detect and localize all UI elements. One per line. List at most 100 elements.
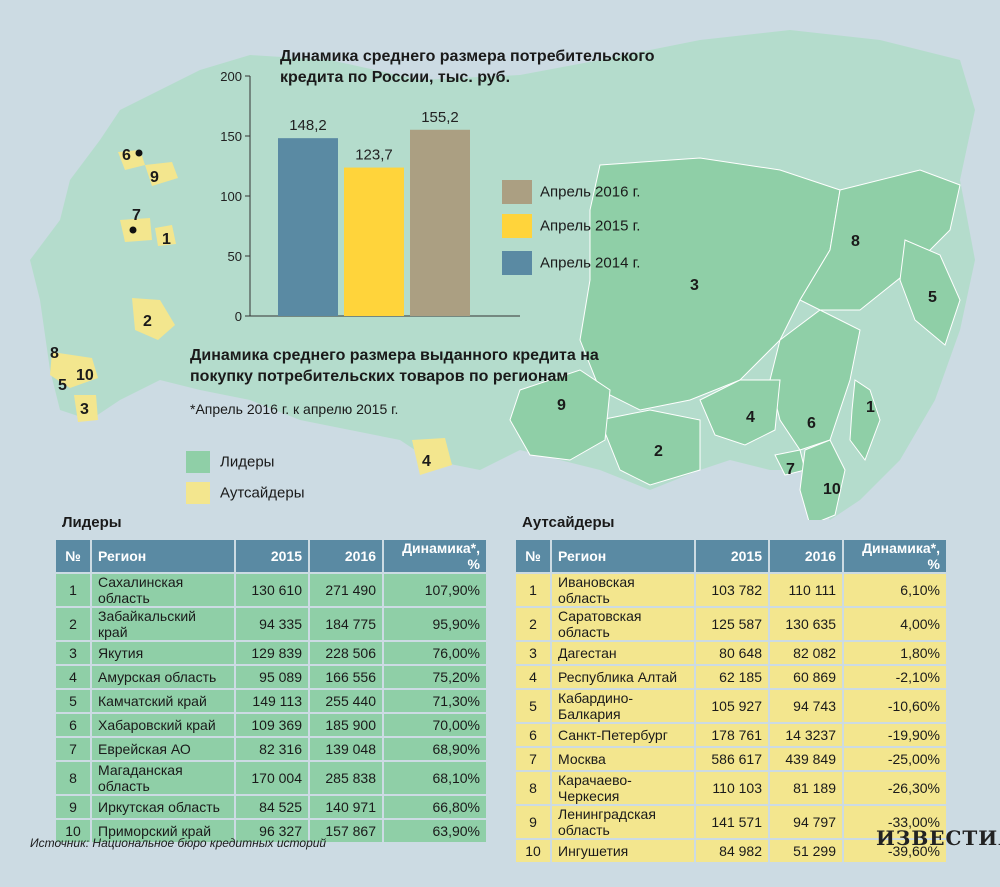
y-tick-label: 0 — [235, 309, 242, 324]
outsiders-cell-num: 1 — [516, 574, 550, 606]
bar-value-label: 148,2 — [289, 117, 327, 134]
outsiders-cell-num: 5 — [516, 690, 550, 722]
legend-swatch-2014 — [502, 251, 532, 275]
leaders-cell-dynamics: 68,90% — [384, 738, 486, 760]
leaders-cell-region: Сахалинская область — [92, 574, 234, 606]
map-legend-leaders: Лидеры — [186, 451, 274, 473]
outsiders-cell-2016: 81 189 — [770, 772, 842, 804]
outsiders-cell-2016: 60 869 — [770, 666, 842, 688]
outsiders-cell-num: 9 — [516, 806, 550, 838]
leaders-cell-2016: 140 971 — [310, 796, 382, 818]
outsiders-cell-2016: 94 797 — [770, 806, 842, 838]
table-row: 1 Сахалинская область 130 610 271 490 107,90… — [56, 574, 486, 606]
bar-1 — [278, 138, 338, 316]
leaders-cell-dynamics: 63,90% — [384, 820, 486, 842]
outsiders-cell-2015: 105 927 — [696, 690, 768, 722]
leaders-cell-2015: 129 839 — [236, 642, 308, 664]
leader-region-primorye — [799, 439, 846, 520]
outsiders-cell-dynamics: -39,60% — [844, 840, 946, 862]
legend-swatch-2016 — [502, 180, 532, 204]
leaders-cell-num: 1 — [56, 574, 90, 606]
map-legend-leaders-label: Лидеры — [220, 453, 275, 471]
table-row: 6 Хабаровский край 109 369 185 900 70,00% — [56, 714, 486, 736]
leaders-cell-num: 2 — [56, 608, 90, 640]
izvestia-logo: ИЗВЕСТИЯ — [876, 826, 1000, 850]
outsiders-header-2016: 2016 — [770, 540, 842, 572]
outsiders-cell-num: 2 — [516, 608, 550, 640]
leaders-cell-num: 4 — [56, 666, 90, 688]
leaders-cell-dynamics: 75,20% — [384, 666, 486, 688]
y-tick-label: 200 — [220, 69, 242, 84]
table-row: 4 Амурская область 95 089 166 556 75,20% — [56, 666, 486, 688]
outsiders-cell-2015: 80 648 — [696, 642, 768, 664]
outsiders-cell-num: 7 — [516, 748, 550, 770]
leaders-cell-dynamics: 70,00% — [384, 714, 486, 736]
legend-swatch-2015 — [502, 214, 532, 238]
leaders-cell-region: Якутия — [92, 642, 234, 664]
outsiders-cell-2015: 141 571 — [696, 806, 768, 838]
outsider-label-9: 9 — [150, 169, 159, 186]
leader-label-7: 7 — [786, 461, 795, 478]
outsiders-cell-region: Дагестан — [552, 642, 694, 664]
leaders-cell-region: Амурская область — [92, 666, 234, 688]
table-row: 10 Ингушетия 84 982 51 299 -39,60% — [516, 840, 946, 862]
leader-region-amur — [699, 379, 781, 446]
table-row: 7 Москва 586 617 439 849 -25,00% — [516, 748, 946, 770]
outsider-region-dagestan — [74, 395, 98, 422]
leader-label-2: 2 — [654, 443, 663, 460]
leaders-cell-2016: 157 867 — [310, 820, 382, 842]
leaders-cell-2016: 255 440 — [310, 690, 382, 712]
y-tick-label: 50 — [228, 249, 242, 264]
leaders-cell-2016: 185 900 — [310, 714, 382, 736]
outsiders-cell-2015: 586 617 — [696, 748, 768, 770]
outsiders-cell-dynamics: -26,30% — [844, 772, 946, 804]
leaders-cell-2016: 285 838 — [310, 762, 382, 794]
legend-item-2016: Апрель 2016 г. — [502, 180, 640, 204]
leaders-header-2016: 2016 — [310, 540, 382, 572]
leader-region-magadan — [799, 169, 961, 311]
leaders-cell-2016: 166 556 — [310, 666, 382, 688]
leaders-header-region: Регион — [92, 540, 234, 572]
leader-label-5: 5 — [928, 289, 937, 306]
outsider-label-10: 10 — [76, 367, 94, 384]
table-row: 1 Ивановская область 103 782 110 111 6,10% — [516, 574, 946, 606]
table-row: 3 Якутия 129 839 228 506 76,00% — [56, 642, 486, 664]
outsiders-cell-2016: 130 635 — [770, 608, 842, 640]
table-row: 8 Магаданская область 170 004 285 838 68,10% — [56, 762, 486, 794]
outsider-label-2: 2 — [143, 313, 152, 330]
outsiders-cell-region: Ингушетия — [552, 840, 694, 862]
map-title: Динамика среднего размера выданного кред… — [190, 347, 599, 385]
outsider-label-1: 1 — [162, 231, 171, 248]
outsiders-cell-dynamics: -10,60% — [844, 690, 946, 722]
leaders-cell-num: 8 — [56, 762, 90, 794]
outsiders-cell-2015: 62 185 — [696, 666, 768, 688]
leaders-cell-region: Еврейская АО — [92, 738, 234, 760]
leaders-cell-num: 3 — [56, 642, 90, 664]
leaders-header-num: № — [56, 540, 90, 572]
legend-label-2015: Апрель 2015 г. — [540, 217, 641, 235]
leaders-cell-2015: 84 525 — [236, 796, 308, 818]
outsiders-cell-region: Республика Алтай — [552, 666, 694, 688]
leaders-cell-dynamics: 95,90% — [384, 608, 486, 640]
leaders-cell-region: Камчатский край — [92, 690, 234, 712]
table-row: 8 Карачаево-Черкесия 110 103 81 189 -26,30% — [516, 772, 946, 804]
table-row: 6 Санкт-Петербург 178 761 14 3237 -19,90% — [516, 724, 946, 746]
leader-label-4: 4 — [746, 409, 755, 426]
map-legend-outsiders-label: Аутсайдеры — [220, 484, 305, 502]
leaders-header-2015: 2015 — [236, 540, 308, 572]
table-row: 2 Саратовская область 125 587 130 635 4,00% — [516, 608, 946, 640]
map-legend-outsiders-swatch — [186, 482, 210, 504]
leaders-header-dynamics: Динамика*, % — [384, 540, 486, 572]
leaders-table-title: Лидеры — [62, 514, 122, 531]
leader-region-kamchatka — [899, 239, 961, 346]
outsiders-cell-num: 3 — [516, 642, 550, 664]
leaders-cell-region: Забайкальский край — [92, 608, 234, 640]
bar-value-label: 155,2 — [421, 109, 459, 126]
outsiders-cell-2015: 103 782 — [696, 574, 768, 606]
leader-region-zabaikalye — [599, 409, 701, 486]
leaders-cell-num: 7 — [56, 738, 90, 760]
outsiders-cell-2016: 439 849 — [770, 748, 842, 770]
legend-label-2014: Апрель 2014 г. — [540, 254, 641, 272]
table-row: 3 Дагестан 80 648 82 082 1,80% — [516, 642, 946, 664]
leaders-cell-2015: 109 369 — [236, 714, 308, 736]
